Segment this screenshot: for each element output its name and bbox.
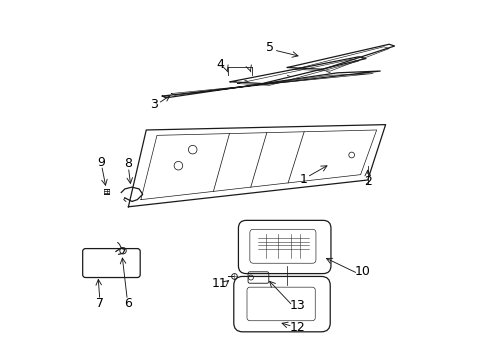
Text: 6: 6	[124, 297, 132, 310]
Text: 10: 10	[354, 265, 369, 278]
Text: 9: 9	[97, 156, 104, 168]
Text: 13: 13	[289, 299, 305, 312]
Text: 12: 12	[289, 321, 305, 334]
Text: 8: 8	[124, 157, 132, 170]
Text: 1: 1	[299, 173, 307, 186]
Text: 3: 3	[150, 99, 158, 112]
Text: 7: 7	[96, 297, 103, 310]
Text: 2: 2	[363, 175, 371, 188]
Text: 4: 4	[216, 58, 224, 72]
Text: 5: 5	[265, 41, 273, 54]
Text: 11: 11	[211, 277, 227, 290]
